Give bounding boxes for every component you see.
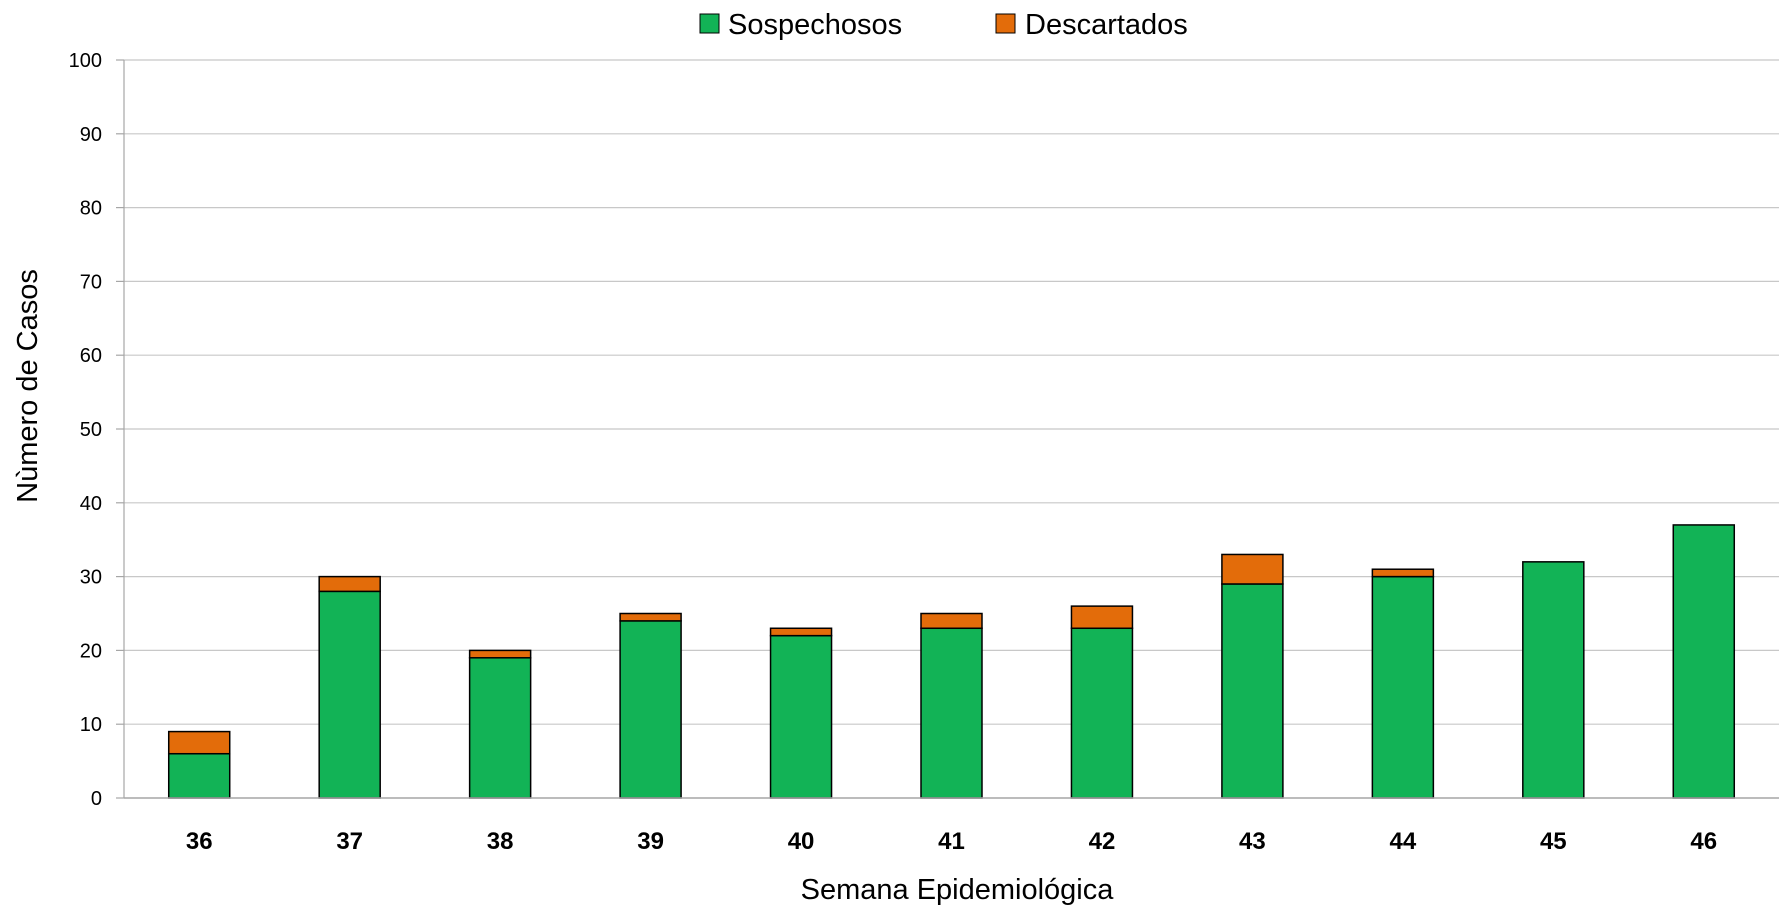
- legend-label-descartados: Descartados: [1025, 9, 1188, 41]
- bar-sospechosos-41: [920, 627, 983, 799]
- legend-swatch-sospechosos: [699, 13, 720, 34]
- x-tick-label: 45: [1540, 828, 1567, 855]
- x-tick-label: 41: [938, 828, 965, 855]
- y-tick-label: 70: [80, 271, 102, 293]
- bar-sospechosos-36: [167, 752, 231, 799]
- bar-sospechosos-43: [1221, 583, 1284, 799]
- x-tick-label: 39: [637, 828, 664, 855]
- x-axis-title: Semana Epidemiológica: [801, 874, 1115, 906]
- y-tick-label: 40: [80, 493, 102, 515]
- x-tick-label: 42: [1089, 828, 1116, 855]
- x-tick-label: 37: [336, 828, 363, 855]
- y-tick-label: 20: [80, 640, 102, 662]
- legend: Sospechosos Descartados: [699, 9, 1188, 41]
- bar-descartados-36: [167, 730, 231, 755]
- x-tick-label: 40: [788, 828, 815, 855]
- bar-sospechosos-37: [318, 590, 381, 799]
- y-tick-label: 0: [91, 788, 102, 810]
- bar-descartados-40: [769, 627, 833, 637]
- y-tick-label: 50: [80, 419, 102, 441]
- y-tick-label: 60: [80, 345, 102, 367]
- bar-sospechosos-42: [1070, 627, 1134, 799]
- bar-descartados-44: [1371, 568, 1435, 578]
- x-axis: 36 37 38 39 40 41 42 43 44 45 46: [124, 797, 1779, 855]
- bars: [167, 524, 1736, 799]
- bar-sospechosos-46: [1672, 524, 1736, 799]
- y-tick-label: 80: [80, 198, 102, 220]
- y-tick-label: 30: [80, 567, 102, 589]
- bar-descartados-41: [920, 612, 983, 630]
- x-tick-label: 36: [186, 828, 213, 855]
- x-tick-label: 43: [1239, 828, 1266, 855]
- bar-descartados-42: [1070, 605, 1134, 630]
- y-tick-label: 100: [69, 50, 102, 72]
- bar-descartados-39: [619, 612, 682, 622]
- bar-sospechosos-44: [1371, 575, 1435, 799]
- y-tick-label: 10: [80, 714, 102, 736]
- y-tick-label: 90: [80, 124, 102, 146]
- legend-swatch-descartados: [995, 13, 1016, 34]
- x-tick-label: 44: [1390, 828, 1417, 855]
- bar-descartados-38: [468, 649, 532, 659]
- bar-sospechosos-39: [619, 620, 682, 799]
- bar-sospechosos-40: [769, 634, 833, 799]
- bar-descartados-43: [1221, 553, 1284, 585]
- bar-sospechosos-45: [1522, 561, 1585, 799]
- y-axis-title: Nùmero de Casos: [12, 269, 44, 503]
- bar-sospechosos-38: [468, 657, 532, 799]
- bar-descartados-37: [318, 575, 381, 593]
- x-tick-label: 38: [487, 828, 514, 855]
- legend-label-sospechosos: Sospechosos: [728, 9, 902, 41]
- gridlines: [124, 59, 1779, 725]
- y-axis-ticks: 0 10 20 30 40 50 60 70 80 90 100: [69, 50, 125, 810]
- x-tick-label: 46: [1690, 828, 1717, 855]
